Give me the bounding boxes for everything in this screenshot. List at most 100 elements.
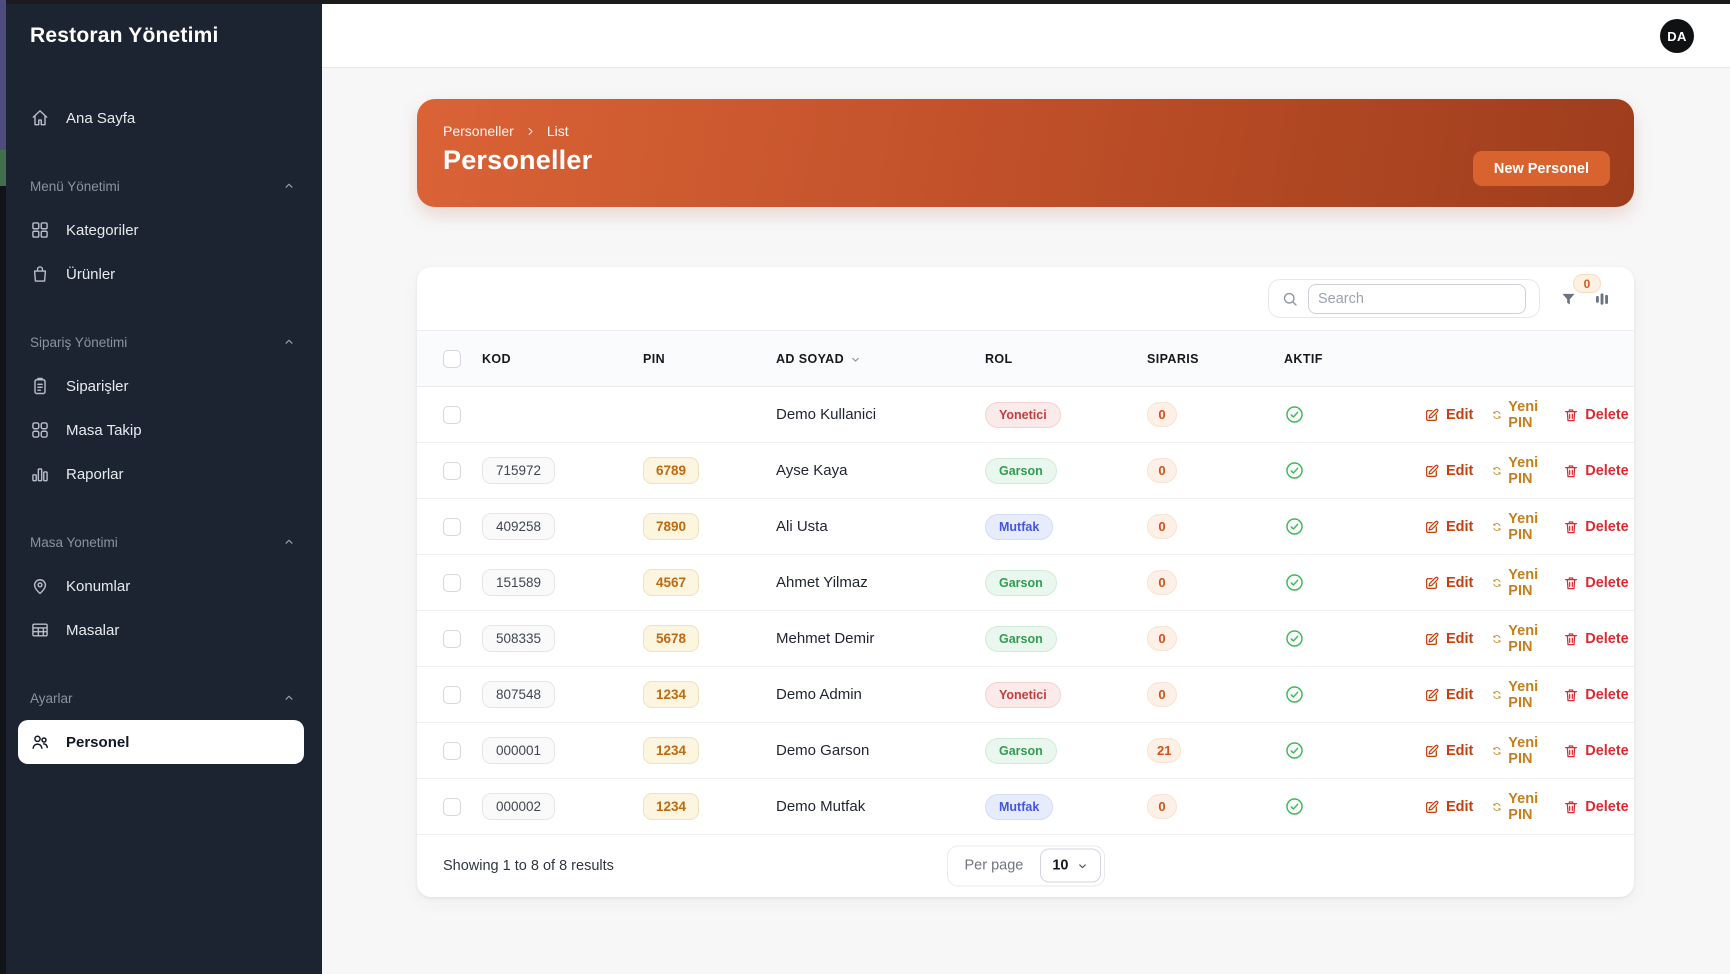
sidebar-section-masa-yonetimi[interactable]: Masa Yonetimi (0, 520, 322, 564)
kod-badge: 409258 (482, 513, 556, 540)
funnel-filter-icon[interactable] (1560, 291, 1577, 308)
sidebar-item-masalar[interactable]: Masalar (18, 608, 304, 652)
columns-icon[interactable] (1593, 290, 1611, 308)
delete-button[interactable]: Delete (1563, 407, 1629, 423)
row-checkbox[interactable] (443, 517, 461, 536)
column-header-pin[interactable]: PIN (643, 351, 666, 366)
table-row: 715972 6789 Ayse Kaya Garson 0 Edit Yeni PIN De… (417, 443, 1634, 499)
sidebar-item-urunler[interactable]: Ürünler (18, 252, 304, 296)
pin-badge: 6789 (643, 457, 700, 484)
search-box (1268, 279, 1540, 318)
delete-button[interactable]: Delete (1563, 575, 1629, 591)
sidebar-item-label: Konumlar (66, 577, 131, 595)
yeni-pin-button[interactable]: Yeni PIN (1492, 735, 1544, 767)
per-page-select[interactable]: 10 (1040, 848, 1101, 883)
check-circle-icon (1284, 516, 1305, 537)
kod-badge: 807548 (482, 681, 556, 708)
role-badge: Mutfak (985, 793, 1054, 820)
sidebar-section-ayarlar[interactable]: Ayarlar (0, 676, 322, 720)
siparis-count-badge: 0 (1147, 682, 1177, 707)
column-header-ad-soyad[interactable]: AD SOYAD (776, 352, 985, 366)
row-checkbox[interactable] (443, 685, 461, 704)
siparis-count-badge: 0 (1147, 458, 1177, 483)
siparis-count-badge: 0 (1147, 570, 1177, 595)
edit-button[interactable]: Edit (1424, 799, 1473, 815)
edit-button[interactable]: Edit (1424, 575, 1473, 591)
sidebar-item-konumlar[interactable]: Konumlar (18, 564, 304, 608)
role-badge: Garson (985, 569, 1057, 596)
sidebar-item-personel[interactable]: Personel (18, 720, 304, 764)
section-label: Menü Yönetimi (30, 178, 120, 194)
row-checkbox[interactable] (443, 461, 461, 480)
sidebar-item-raporlar[interactable]: Raporlar (18, 452, 304, 496)
siparis-count-badge: 0 (1147, 626, 1177, 651)
column-header-kod[interactable]: KOD (482, 351, 511, 366)
row-checkbox[interactable] (443, 573, 461, 592)
check-circle-icon (1284, 684, 1305, 705)
check-circle-icon (1284, 404, 1305, 425)
delete-button[interactable]: Delete (1563, 743, 1629, 759)
yeni-pin-button[interactable]: Yeni PIN (1492, 511, 1544, 543)
sidebar-section-siparis-yonetimi[interactable]: Sipariş Yönetimi (0, 320, 322, 364)
edit-button[interactable]: Edit (1424, 743, 1473, 759)
personel-name: Mehmet Demir (776, 630, 875, 647)
yeni-pin-button[interactable]: Yeni PIN (1492, 567, 1544, 599)
table-row: 409258 7890 Ali Usta Mutfak 0 Edit Yeni PIN Del… (417, 499, 1634, 555)
delete-button[interactable]: Delete (1563, 631, 1629, 647)
bar-chart-icon (30, 464, 50, 484)
edit-button[interactable]: Edit (1424, 631, 1473, 647)
delete-button[interactable]: Delete (1563, 799, 1629, 815)
edit-button[interactable]: Edit (1424, 687, 1473, 703)
column-header-siparis[interactable]: SIPARIS (1147, 351, 1199, 366)
check-circle-icon (1284, 628, 1305, 649)
filter-count-badge: 0 (1573, 274, 1601, 293)
table-cells-icon (30, 620, 50, 640)
row-checkbox[interactable] (443, 629, 461, 648)
breadcrumb-item[interactable]: Personeller (443, 123, 514, 139)
search-input[interactable] (1308, 283, 1526, 314)
sort-chevron-down-icon (849, 353, 862, 366)
yeni-pin-button[interactable]: Yeni PIN (1492, 399, 1544, 431)
yeni-pin-button[interactable]: Yeni PIN (1492, 791, 1544, 823)
sidebar-section-menu-yonetimi[interactable]: Menü Yönetimi (0, 164, 322, 208)
role-badge: Garson (985, 625, 1057, 652)
edit-button[interactable]: Edit (1424, 519, 1473, 535)
column-header-rol[interactable]: ROL (985, 351, 1013, 366)
table-row: 508335 5678 Mehmet Demir Garson 0 Edit Yeni PI… (417, 611, 1634, 667)
yeni-pin-button[interactable]: Yeni PIN (1492, 455, 1544, 487)
sidebar-item-kategoriler[interactable]: Kategoriler (18, 208, 304, 252)
sidebar-item-siparisler[interactable]: Siparişler (18, 364, 304, 408)
edit-button[interactable]: Edit (1424, 463, 1473, 479)
chevron-down-icon (1076, 860, 1089, 873)
pin-badge: 5678 (643, 625, 700, 652)
edit-button[interactable]: Edit (1424, 407, 1473, 423)
user-avatar[interactable]: DA (1660, 19, 1694, 53)
table-toolbar: 0 (417, 267, 1634, 330)
pin-badge: 4567 (643, 569, 700, 596)
table-body: Demo Kullanici Yonetici 0 Edit Yeni PIN Delet… (417, 387, 1634, 835)
search-icon (1281, 290, 1299, 308)
sidebar-item-label: Masalar (66, 621, 120, 639)
column-header-aktif[interactable]: AKTIF (1284, 351, 1323, 366)
row-checkbox[interactable] (443, 405, 461, 424)
sidebar-item-label: Raporlar (66, 465, 124, 483)
table-row: 807548 1234 Demo Admin Yonetici 0 Edit Yeni PI… (417, 667, 1634, 723)
topbar: DA (322, 4, 1730, 68)
sidebar-item-ana-sayfa[interactable]: Ana Sayfa (18, 96, 304, 140)
siparis-count-badge: 0 (1147, 402, 1177, 427)
row-checkbox[interactable] (443, 741, 461, 760)
sidebar-item-masa-takip[interactable]: Masa Takip (18, 408, 304, 452)
yeni-pin-button[interactable]: Yeni PIN (1492, 623, 1544, 655)
pin-badge: 1234 (643, 737, 700, 764)
kod-badge: 000001 (482, 737, 556, 764)
select-all-checkbox[interactable] (443, 349, 461, 368)
sidebar-item-label: Siparişler (66, 377, 129, 395)
yeni-pin-button[interactable]: Yeni PIN (1492, 679, 1544, 711)
new-personel-button[interactable]: New Personel (1472, 151, 1610, 186)
row-checkbox[interactable] (443, 797, 461, 816)
delete-button[interactable]: Delete (1563, 463, 1629, 479)
check-circle-icon (1284, 572, 1305, 593)
clipboard-list-icon (30, 376, 50, 396)
delete-button[interactable]: Delete (1563, 687, 1629, 703)
delete-button[interactable]: Delete (1563, 519, 1629, 535)
